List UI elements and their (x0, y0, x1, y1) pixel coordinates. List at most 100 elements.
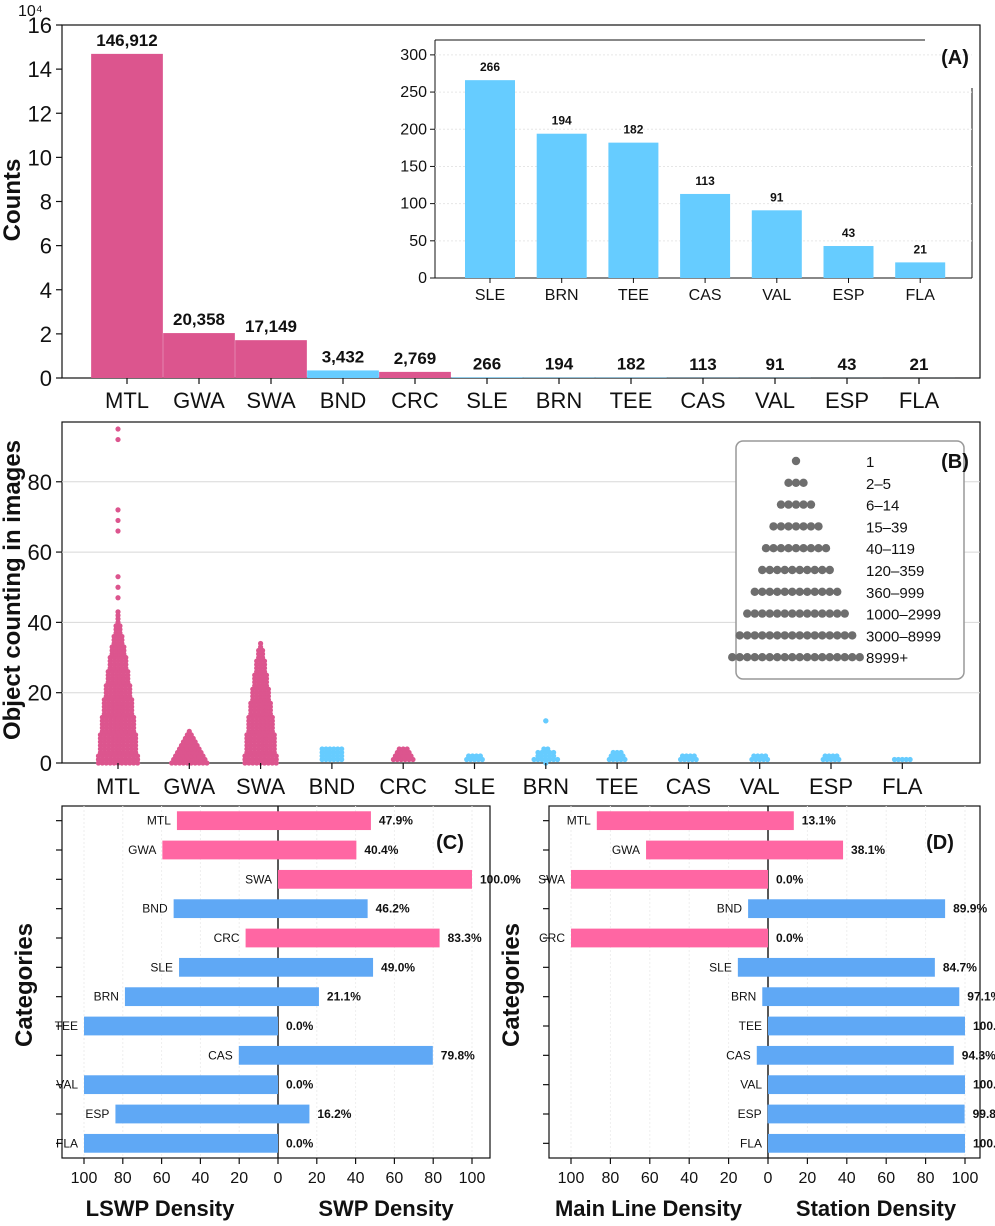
inset-bar-cas (680, 193, 731, 278)
legend-dot (848, 653, 857, 662)
x-tick-label-swa: SWA (236, 774, 286, 799)
percent-label-gwa: 40.4% (364, 843, 398, 857)
category-label-val: VAL (740, 1078, 762, 1092)
x-tick-label-bnd: BND (320, 388, 366, 413)
right-bar-mtl (278, 811, 371, 831)
category-label-sle: SLE (150, 960, 173, 974)
plot-frame (61, 421, 981, 764)
inset-x-tick-label-tee: TEE (618, 287, 649, 304)
y-scale-label: 10⁴ (18, 3, 43, 20)
inset-y-tick-label: 0 (418, 270, 427, 287)
inset-y-tick-label: 200 (400, 121, 427, 138)
swarm-dot (762, 753, 769, 759)
legend-dot (758, 565, 767, 575)
legend-dot (780, 653, 789, 662)
inset-x-tick-label-sle: SLE (475, 287, 505, 304)
inset-bar-val (751, 210, 802, 278)
x-tick-label: 60 (877, 1170, 895, 1187)
legend-dot (735, 631, 744, 640)
legend-dot (788, 609, 797, 618)
legend-dot (810, 609, 819, 618)
y-tick-label: 0 (40, 751, 52, 776)
y-tick-label: 8 (40, 190, 52, 215)
legend-dot (799, 544, 808, 553)
right-bar-crc (278, 928, 440, 948)
category-label-gwa: GWA (128, 843, 156, 857)
legend-dot (799, 478, 808, 487)
swarm-dot (614, 749, 620, 756)
legend-dot (750, 609, 759, 618)
x-tick-label: 100 (459, 1170, 486, 1187)
left-bar-crc (571, 928, 768, 948)
category-label-crc: CRC (214, 931, 240, 945)
inset-bar-esp (823, 246, 874, 278)
legend-dot (750, 653, 759, 662)
right-bar-tee (768, 1016, 965, 1036)
legend-dot (791, 500, 801, 509)
left-bar-esp (115, 1104, 278, 1124)
legend-dot (855, 653, 864, 662)
percent-label-swa: 0.0% (776, 872, 804, 886)
x-tick-label-brn: BRN (536, 388, 582, 413)
x-tick-label-fla: FLA (882, 774, 923, 799)
x-tick-label-mtl: MTL (105, 388, 149, 413)
legend-dot (814, 544, 823, 553)
swarm-crc (390, 746, 416, 763)
swarm-dot (826, 753, 832, 759)
legend-dot (784, 544, 793, 553)
legend-dot (795, 653, 804, 662)
legend-dot (750, 587, 759, 596)
right-x-axis-title: Station Density (796, 1196, 957, 1221)
swarm-dot (535, 749, 541, 756)
swarm-dot (907, 756, 913, 763)
percent-label-esp: 99.8% (973, 1107, 995, 1121)
x-tick-label-sle: SLE (454, 774, 496, 799)
swarm-dot (335, 746, 341, 752)
legend-dot (784, 500, 793, 509)
swarm-fla (891, 756, 913, 763)
inset-x-tick-label-fla: FLA (906, 287, 936, 304)
value-label-sle: 266 (473, 354, 501, 373)
value-label-val: 91 (766, 355, 785, 374)
swarm-dot-outlier (115, 517, 121, 524)
right-bar-cas (768, 1045, 954, 1065)
percent-label-sle: 49.0% (381, 960, 415, 974)
legend-dot (765, 653, 774, 662)
legend-dot (773, 609, 782, 618)
legend-dot (803, 653, 812, 662)
value-label-crc: 2,769 (394, 349, 437, 368)
swarm-dot (545, 746, 551, 752)
size-legend: 1 2–5 6–14 15–39 40–119 120–359 360–999 1000–29… (728, 440, 965, 680)
x-tick-label-esp: ESP (825, 388, 869, 413)
x-tick-label: 60 (386, 1170, 404, 1187)
legend-dot (814, 522, 823, 531)
swarm-dot (543, 718, 549, 724)
legend-dot (825, 653, 834, 662)
value-label-esp: 43 (838, 355, 857, 374)
right-bar-val (768, 1075, 965, 1095)
right-bar-gwa (278, 840, 357, 860)
category-label-fla: FLA (56, 1136, 78, 1150)
percent-label-bnd: 89.9% (953, 902, 987, 916)
legend-label: 1000–2999 (866, 607, 941, 624)
legend-dot (776, 544, 786, 553)
y-axis-title: Object counting in images (0, 440, 26, 740)
x-tick-label: 60 (641, 1170, 659, 1187)
left-bar-bnd (748, 899, 768, 919)
category-label-cas: CAS (208, 1048, 233, 1062)
x-tick-label: 0 (764, 1170, 773, 1187)
left-bar-sle (737, 957, 768, 977)
legend-dot (773, 565, 782, 575)
x-tick-label: 40 (838, 1170, 856, 1187)
swarm-bnd (319, 746, 345, 763)
value-label-bnd: 3,432 (322, 347, 365, 366)
legend-dot (810, 587, 819, 596)
panel-label-d: (D) (926, 832, 954, 854)
x-tick-label-esp: ESP (809, 774, 853, 799)
x-tick-label: 40 (192, 1170, 210, 1187)
legend-dot (788, 587, 797, 596)
swarm-dot (396, 746, 402, 752)
legend-dot (784, 522, 793, 531)
legend-dot (788, 565, 797, 575)
